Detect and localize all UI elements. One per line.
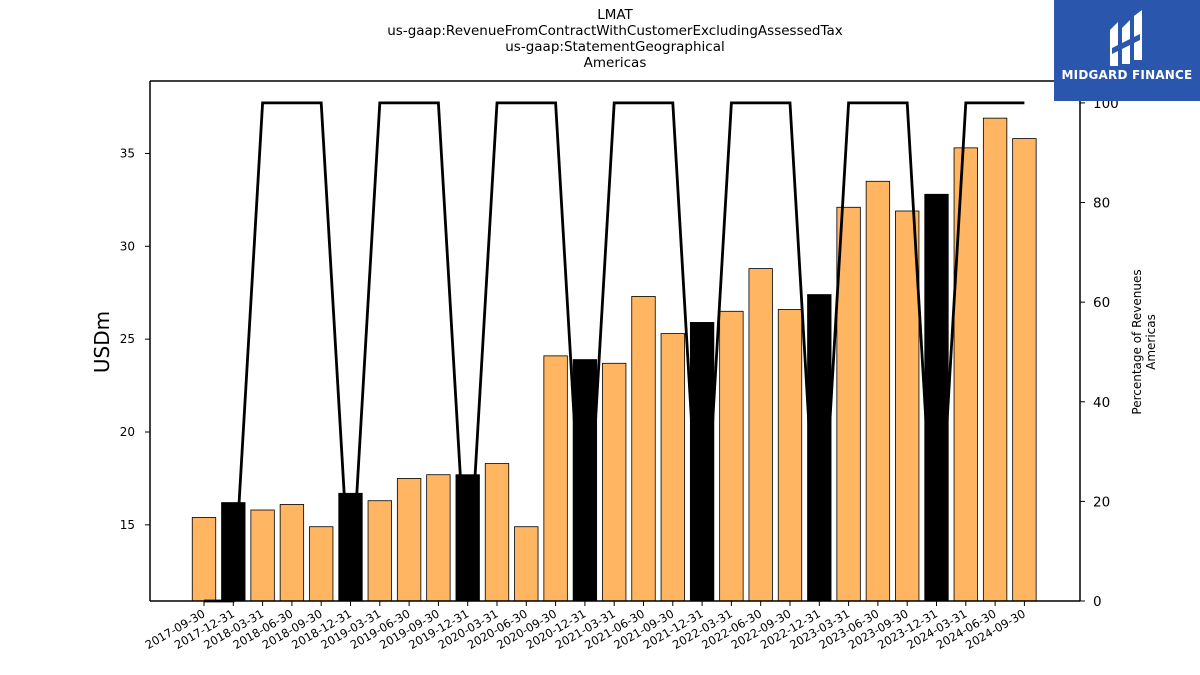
y-tick-label: 35	[120, 146, 135, 160]
bar	[982, 117, 1008, 602]
chart-title-line3: us-gaap:StatementGeographical	[505, 39, 725, 55]
y2-tick-label: 20	[1093, 494, 1110, 510]
bar	[953, 147, 978, 602]
y-tick-label: 15	[120, 518, 135, 532]
bar	[895, 210, 920, 602]
bar	[543, 355, 568, 602]
axes-group	[149, 80, 1081, 602]
y-tick-label: 25	[120, 332, 135, 346]
logo: MIDGARD FINANCE	[1054, 0, 1200, 101]
bar	[1012, 138, 1037, 602]
percentage-line	[204, 101, 1025, 603]
bar	[426, 474, 451, 602]
bar	[602, 362, 627, 602]
bar	[279, 504, 305, 602]
percentage-line-group	[204, 101, 1025, 603]
bar	[250, 509, 275, 602]
bar	[514, 526, 539, 602]
bar	[865, 180, 891, 602]
y2-tick-label: 80	[1093, 196, 1110, 212]
bar	[924, 193, 949, 602]
bar	[748, 268, 773, 602]
y-tick-label: 20	[120, 425, 135, 439]
bar	[367, 500, 392, 602]
bar	[777, 309, 803, 602]
chart-title-line4: Americas	[583, 55, 647, 71]
bar	[660, 333, 685, 602]
bar	[631, 296, 656, 602]
bar	[191, 517, 217, 602]
y2-axis-label-line2: Americas	[1144, 314, 1158, 370]
bar	[309, 526, 334, 602]
bar	[484, 463, 510, 602]
y2-tick-label: 60	[1093, 295, 1110, 311]
logo-mark-icon	[1110, 10, 1142, 66]
y-tick-label: 30	[120, 239, 135, 253]
bar	[396, 478, 422, 602]
bar	[719, 310, 744, 602]
logo-text: MIDGARD FINANCE	[1061, 68, 1193, 82]
y2-axis-label-line1: Percentage of Revenues	[1130, 269, 1144, 414]
y2-tick-label: 40	[1093, 395, 1110, 411]
bars-group	[191, 117, 1037, 602]
chart-title-line2: us-gaap:RevenueFromContractWithCustomerE…	[387, 23, 843, 39]
y2-tick-label: 0	[1093, 594, 1102, 610]
chart-title-line1: LMAT	[597, 7, 633, 23]
y-axis-label: USDm	[90, 311, 114, 373]
